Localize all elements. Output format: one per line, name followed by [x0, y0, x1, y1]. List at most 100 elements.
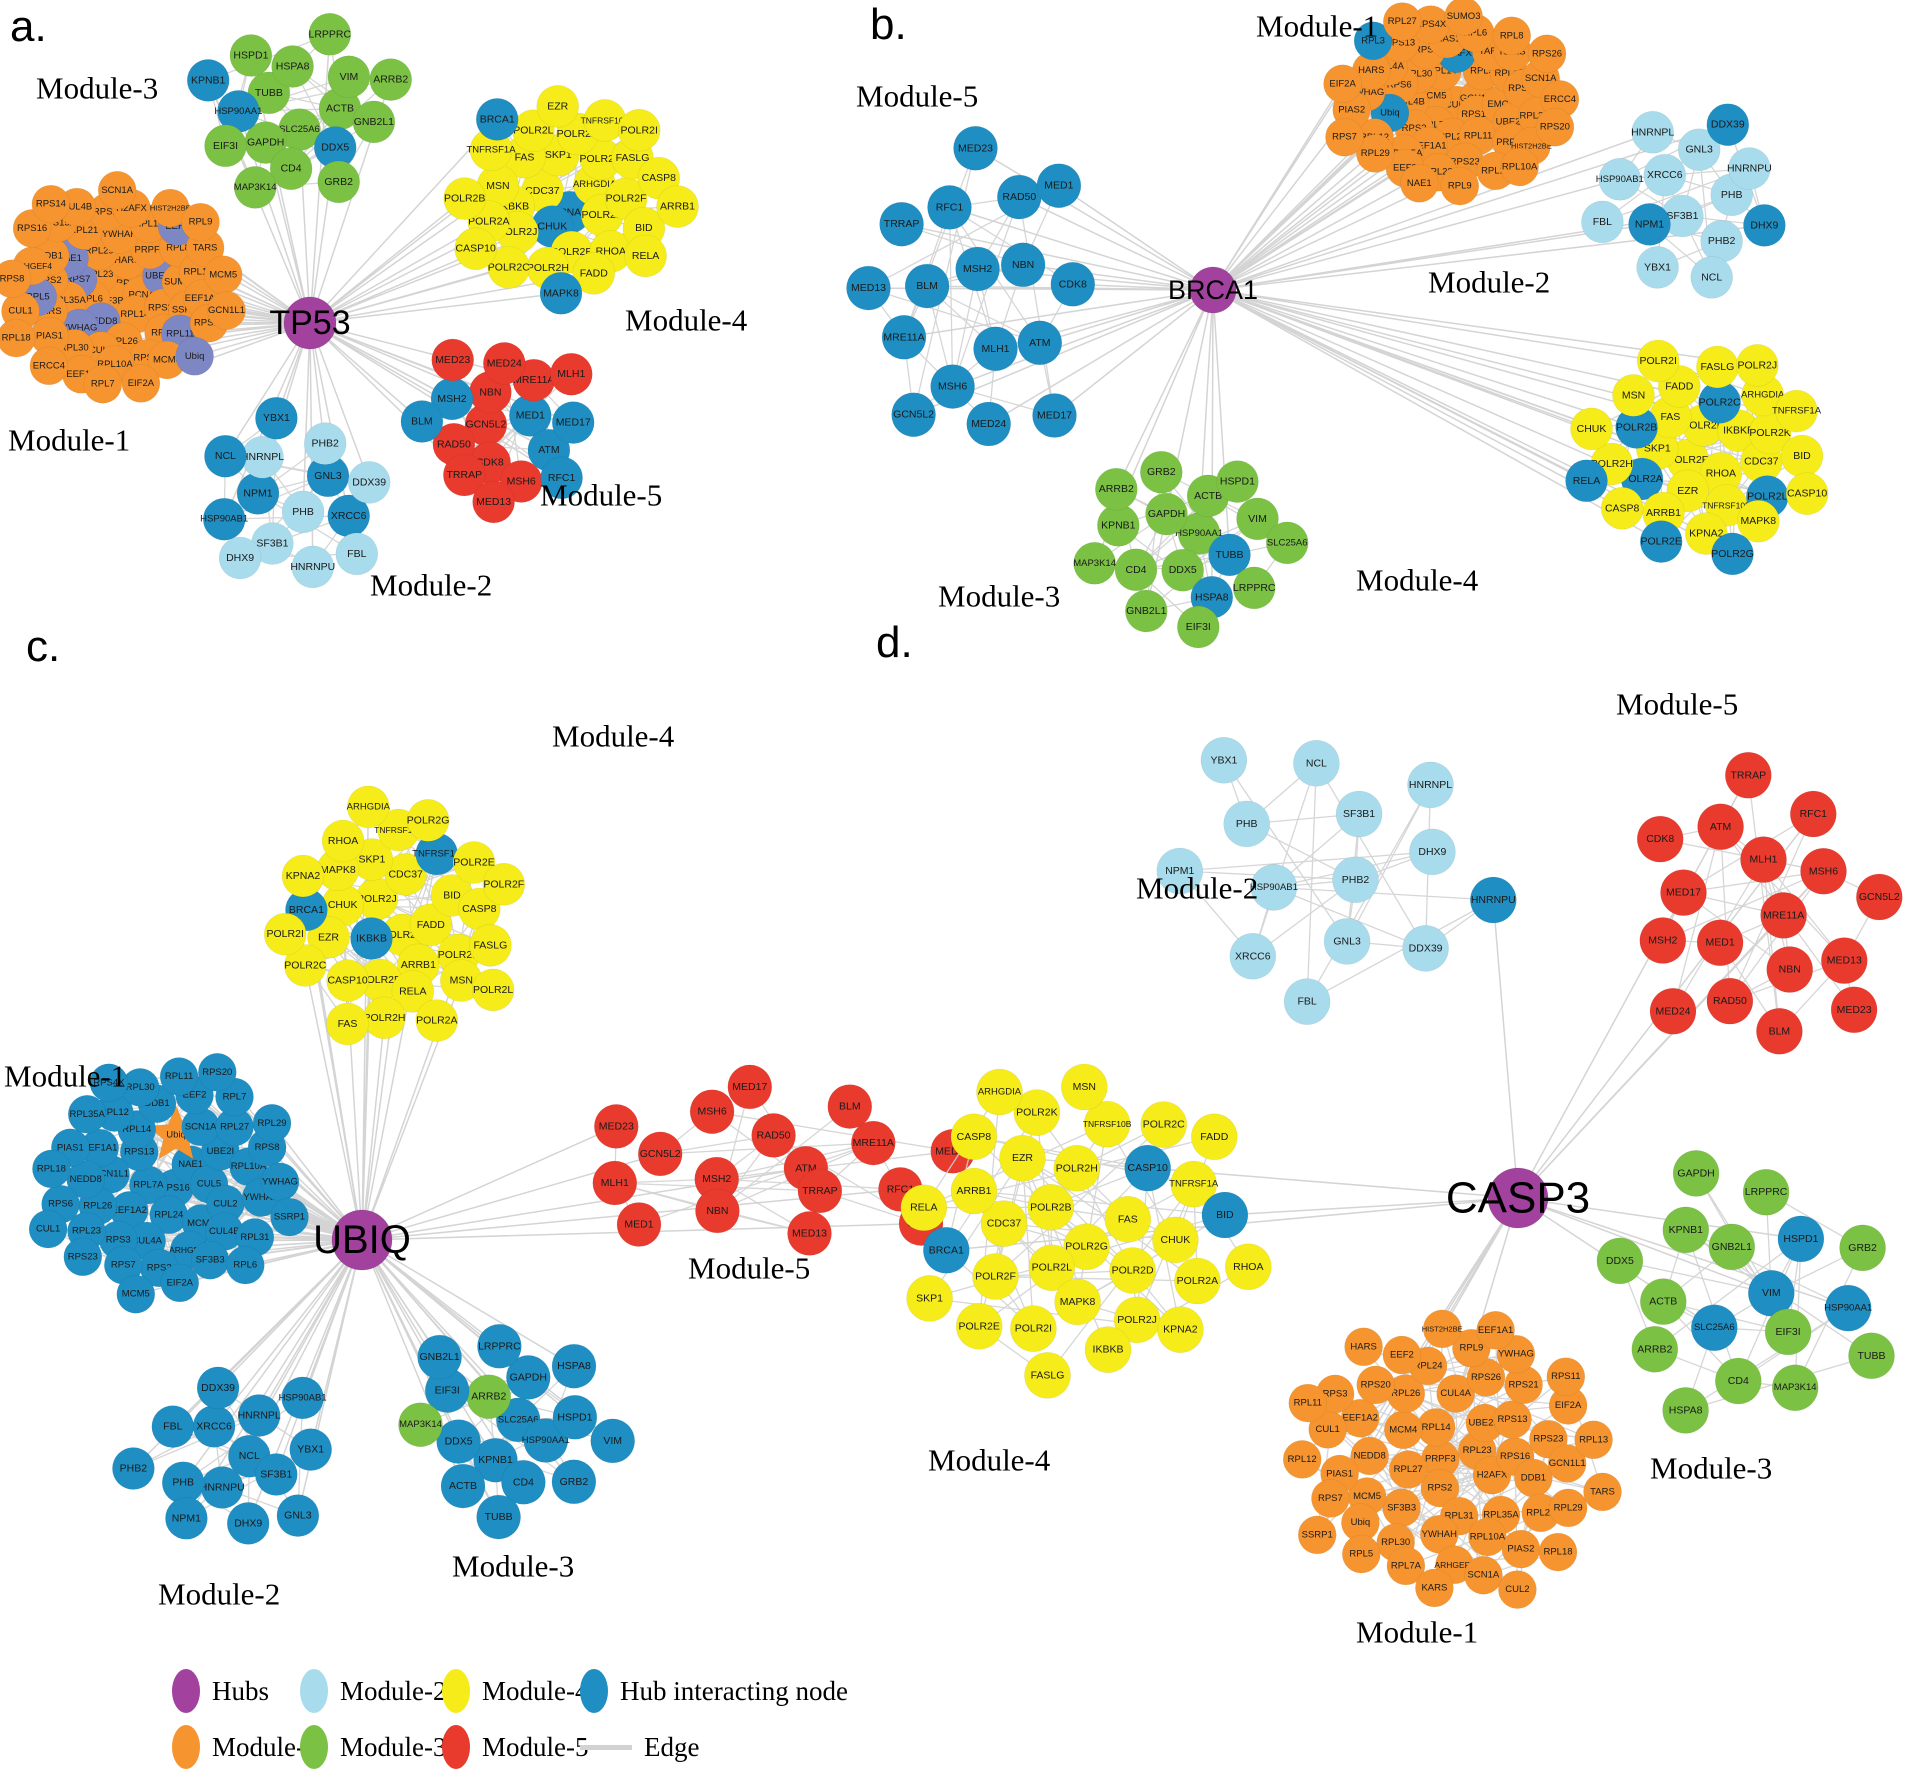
node-polr2f[interactable]: POLR2F — [482, 862, 526, 906]
node-mapk8[interactable]: MAPK8 — [539, 271, 583, 315]
node-rps7[interactable]: RPS7 — [1325, 117, 1364, 157]
node-cdk8[interactable]: CDK8 — [1636, 815, 1684, 863]
node-sf3b3[interactable]: SF3B3 — [190, 1240, 230, 1280]
node-ezr[interactable]: EZR — [999, 1134, 1046, 1182]
node-med23[interactable]: MED23 — [431, 338, 475, 382]
node-rpl27[interactable]: RPL27 — [1383, 2, 1422, 41]
node-rhoa[interactable]: RHOA — [1699, 451, 1743, 495]
node-kpna2[interactable]: KPNA2 — [1157, 1306, 1204, 1353]
node-hspd1[interactable]: HSPD1 — [1216, 460, 1259, 503]
node-polr2l[interactable]: POLR2L — [1028, 1244, 1076, 1291]
node-fbl[interactable]: FBL — [335, 532, 379, 576]
node-bid[interactable]: BID — [1201, 1191, 1249, 1239]
node-tubb[interactable]: TUBB — [476, 1494, 521, 1540]
node-rps21[interactable]: RPS21 — [1504, 1365, 1543, 1405]
node-polr2i[interactable]: POLR2I — [1010, 1305, 1057, 1352]
node-grb2[interactable]: GRB2 — [551, 1459, 597, 1505]
node-kpnb1[interactable]: KPNB1 — [1097, 503, 1140, 547]
node-cdc37[interactable]: CDC37 — [980, 1200, 1028, 1247]
node-arrb2[interactable]: ARRB2 — [369, 58, 413, 101]
node-gcn5l2[interactable]: GCN5L2 — [1856, 873, 1903, 921]
node-hnrnpu[interactable]: HNRNPU — [290, 545, 335, 589]
node-polr2j[interactable]: POLR2J — [355, 877, 399, 921]
node-gcn5l2[interactable]: GCN5L2 — [464, 403, 508, 447]
node-gnl3[interactable]: GNL3 — [276, 1494, 320, 1537]
node-faslg[interactable]: FASLG — [1024, 1352, 1071, 1399]
node-rela[interactable]: RELA — [391, 970, 435, 1013]
node-vim[interactable]: VIM — [1236, 497, 1279, 541]
node-polr2e[interactable]: POLR2E — [1639, 520, 1683, 563]
node-ddx5[interactable]: DDX5 — [1596, 1237, 1644, 1285]
node-xrcc6[interactable]: XRCC6 — [192, 1405, 236, 1448]
node-rps2[interactable]: RPS2 — [1420, 1468, 1460, 1508]
node-sf3b1[interactable]: SF3B1 — [251, 522, 294, 565]
node-mcm5[interactable]: MCM5 — [116, 1274, 156, 1314]
node-hspd1[interactable]: HSPD1 — [1777, 1215, 1825, 1263]
node-ikbkb[interactable]: IKBKB — [350, 917, 393, 960]
node-lrpprc[interactable]: LRPPRC — [1233, 566, 1276, 610]
node-med24[interactable]: MED24 — [482, 342, 526, 385]
node-slc25a6[interactable]: SLC25A6 — [1265, 521, 1309, 565]
node-rpl18[interactable]: RPL18 — [1538, 1532, 1578, 1572]
node-rpl11[interactable]: RPL11 — [159, 1057, 199, 1096]
node-cd4[interactable]: CD4 — [501, 1460, 546, 1505]
hub-tp53[interactable]: TP53 — [269, 296, 351, 350]
node-hspa8[interactable]: HSPA8 — [551, 1343, 597, 1389]
node-med1[interactable]: MED1 — [616, 1202, 662, 1247]
node-dhx9[interactable]: DHX9 — [218, 536, 262, 580]
node-rhoa[interactable]: RHOA — [1225, 1243, 1272, 1291]
node-sf3b3[interactable]: SF3B3 — [1382, 1488, 1421, 1528]
node-cdc37[interactable]: CDC37 — [384, 853, 428, 896]
node-rpl29[interactable]: RPL29 — [1356, 134, 1395, 173]
node-casp10[interactable]: CASP10 — [1785, 472, 1829, 516]
node-cul1[interactable]: CUL1 — [28, 1209, 68, 1249]
node-gnl3[interactable]: GNL3 — [1323, 918, 1371, 965]
node-fbl[interactable]: FBL — [1581, 200, 1624, 244]
node-actb[interactable]: ACTB — [1640, 1278, 1687, 1325]
node-rela[interactable]: RELA — [624, 234, 667, 278]
node-polr2b[interactable]: POLR2B — [1615, 406, 1658, 449]
node-polr2e[interactable]: POLR2E — [955, 1303, 1003, 1350]
node-chuk[interactable]: CHUK — [1152, 1216, 1199, 1264]
node-hsp90ab1[interactable]: HSP90AB1 — [1250, 864, 1298, 911]
node-hnrnpl[interactable]: HNRNPL — [241, 435, 284, 479]
node-rpl18[interactable]: RPL18 — [32, 1149, 71, 1189]
node-rpl11[interactable]: RPL11 — [1288, 1383, 1328, 1423]
node-fadd[interactable]: FADD — [409, 903, 453, 947]
node-med17[interactable]: MED17 — [551, 401, 595, 444]
node-nedd8[interactable]: NEDD8 — [1350, 1436, 1389, 1476]
node-rps14[interactable]: RPS14 — [31, 184, 71, 224]
node-hnrnpl[interactable]: HNRNPL — [1407, 761, 1454, 809]
node-msh2[interactable]: MSH2 — [1639, 917, 1687, 964]
node-dhx9[interactable]: DHX9 — [226, 1502, 270, 1545]
node-cd4[interactable]: CD4 — [1114, 548, 1158, 592]
node-rps13[interactable]: RPS13 — [1493, 1400, 1532, 1439]
node-tubb[interactable]: TUBB — [1208, 533, 1251, 577]
node-polr2a[interactable]: POLR2A — [415, 999, 459, 1042]
node-rps11[interactable]: RPS11 — [1546, 1357, 1586, 1396]
node-ddb1[interactable]: DDB1 — [1514, 1458, 1553, 1498]
node-casp10[interactable]: CASP10 — [326, 959, 369, 1002]
node-med17[interactable]: MED17 — [1660, 869, 1707, 916]
node-mre11a[interactable]: MRE11A — [881, 314, 927, 360]
node-med17[interactable]: MED17 — [727, 1064, 773, 1110]
node-rela[interactable]: RELA — [1565, 459, 1608, 503]
node-brca1[interactable]: BRCA1 — [475, 98, 519, 141]
node-mcm5[interactable]: MCM5 — [203, 255, 243, 295]
node-cdk8[interactable]: CDK8 — [1050, 261, 1096, 307]
node-med23[interactable]: MED23 — [953, 126, 998, 171]
node-rpl6[interactable]: RPL6 — [226, 1245, 265, 1285]
node-eif3i[interactable]: EIF3I — [204, 124, 247, 168]
node-rad50[interactable]: RAD50 — [751, 1113, 796, 1158]
node-mlh1[interactable]: MLH1 — [1740, 836, 1787, 883]
node-mre11a[interactable]: MRE11A — [1760, 892, 1807, 939]
node-arrb1[interactable]: ARRB1 — [950, 1167, 998, 1215]
node-kpnb1[interactable]: KPNB1 — [1662, 1206, 1710, 1254]
node-hsp90ab1[interactable]: HSP90AB1 — [200, 497, 248, 541]
node-mlh1[interactable]: MLH1 — [549, 352, 593, 396]
node-eef1a2[interactable]: EEF1A2 — [1340, 1398, 1380, 1438]
node-msh6[interactable]: MSH6 — [689, 1089, 735, 1134]
node-polr2h[interactable]: POLR2H — [363, 996, 406, 1040]
node-sf3b1[interactable]: SF3B1 — [1335, 790, 1383, 838]
node-trrap[interactable]: TRRAP — [797, 1168, 843, 1214]
